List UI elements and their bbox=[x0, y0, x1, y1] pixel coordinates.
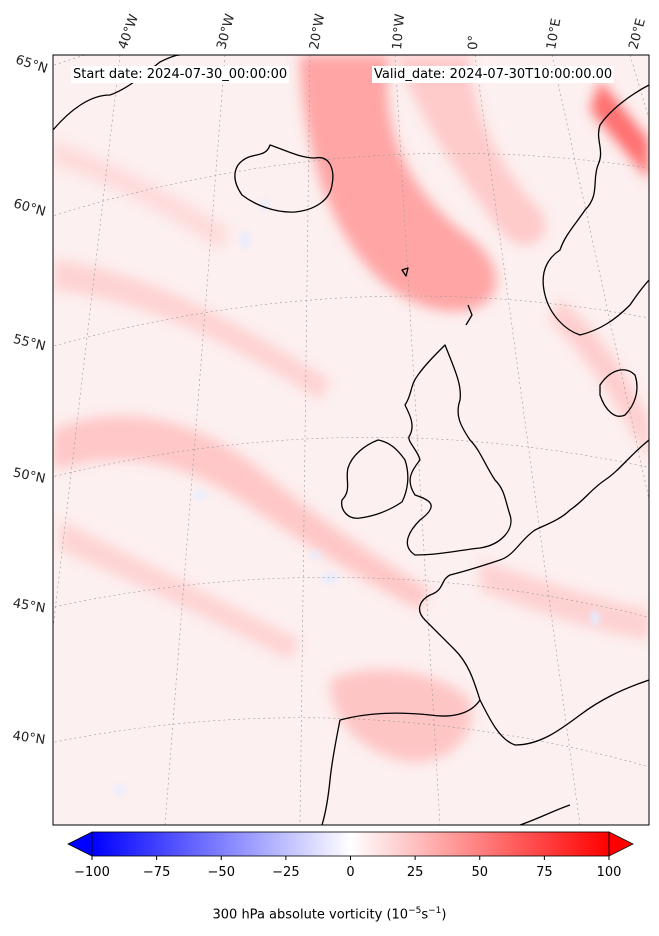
lon-label-20e: 20°E bbox=[626, 17, 649, 51]
colorbar-tick-label: −25 bbox=[272, 865, 299, 880]
colorbar: −100 −75 −50 −25 0 25 50 75 100 bbox=[67, 831, 634, 880]
colorbar-tick-label: 100 bbox=[597, 865, 622, 880]
colorbar-label-main: 300 hPa absolute vorticity (10 bbox=[212, 907, 409, 923]
colorbar-tick-label: 75 bbox=[536, 865, 553, 880]
colorbar-tick-label: −75 bbox=[143, 865, 170, 880]
vorticity-field bbox=[53, 55, 649, 762]
north-africa-coast bbox=[519, 804, 571, 825]
colorbar-ticks: −100 −75 −50 −25 0 25 50 75 100 bbox=[74, 856, 621, 880]
colorbar-label-end: ) bbox=[441, 907, 447, 923]
longitude-labels: 40°W 30°W 20°W 10°W 0° 10°E 20°E bbox=[116, 12, 649, 51]
colorbar-extend-low bbox=[67, 831, 93, 857]
iberia-coast bbox=[339, 679, 649, 746]
colorbar-tick-label: −100 bbox=[74, 865, 110, 880]
valid-date-label: Valid_date: 2024-07-30T10:00:00.00 bbox=[372, 66, 615, 83]
lon-label-30w: 30°W bbox=[214, 12, 238, 51]
colorbar-tick-label: 0 bbox=[346, 865, 354, 880]
faroe-islands bbox=[401, 267, 409, 277]
colorbar-label-exp2: −1 bbox=[428, 906, 442, 916]
lon-label-20w: 20°W bbox=[307, 13, 328, 51]
coastlines bbox=[53, 55, 649, 825]
colorbar-label-exp1: −5 bbox=[408, 906, 422, 916]
lon-label-10e: 10°E bbox=[544, 17, 564, 50]
lat-label-65: 65°N bbox=[14, 53, 50, 77]
latitude-labels: 65°N 60°N 55°N 50°N 45°N 40°N bbox=[12, 53, 50, 748]
lat-label-60: 60°N bbox=[12, 196, 48, 219]
vorticity-map: 65°N 60°N 55°N 50°N 45°N 40°N 40°W 30°W … bbox=[12, 12, 650, 826]
colorbar-extend-high bbox=[608, 831, 634, 857]
colorbar-tick-label: 25 bbox=[407, 865, 424, 880]
greenland-coast bbox=[53, 55, 181, 131]
lon-label-40w: 40°W bbox=[116, 12, 142, 51]
lon-label-10w: 10°W bbox=[390, 13, 408, 50]
graticule bbox=[53, 55, 649, 825]
scandinavia-coast bbox=[542, 84, 649, 336]
colorbar-tick-label: 50 bbox=[471, 865, 488, 880]
iberia-west-coast bbox=[321, 719, 341, 825]
colorbar-label-mid: s bbox=[421, 907, 429, 923]
lat-label-40: 40°N bbox=[12, 729, 47, 748]
lat-label-55: 55°N bbox=[12, 332, 47, 354]
lat-label-45: 45°N bbox=[12, 596, 47, 616]
europe-coast bbox=[418, 439, 649, 701]
iceland-coast bbox=[234, 144, 334, 213]
colorbar-body bbox=[91, 831, 610, 857]
start-date-label: Start date: 2024-07-30_00:00:00 bbox=[71, 66, 290, 83]
lon-label-0: 0° bbox=[466, 35, 482, 50]
ireland-coast bbox=[341, 439, 409, 519]
colorbar-tick-label: −50 bbox=[208, 865, 235, 880]
map-frame bbox=[52, 54, 650, 826]
lat-label-50: 50°N bbox=[12, 465, 47, 486]
great-britain-coast bbox=[404, 344, 512, 556]
shetland bbox=[465, 304, 473, 326]
denmark-coast bbox=[599, 369, 638, 417]
colorbar-label: 300 hPa absolute vorticity (10−5s−1) bbox=[0, 906, 659, 922]
